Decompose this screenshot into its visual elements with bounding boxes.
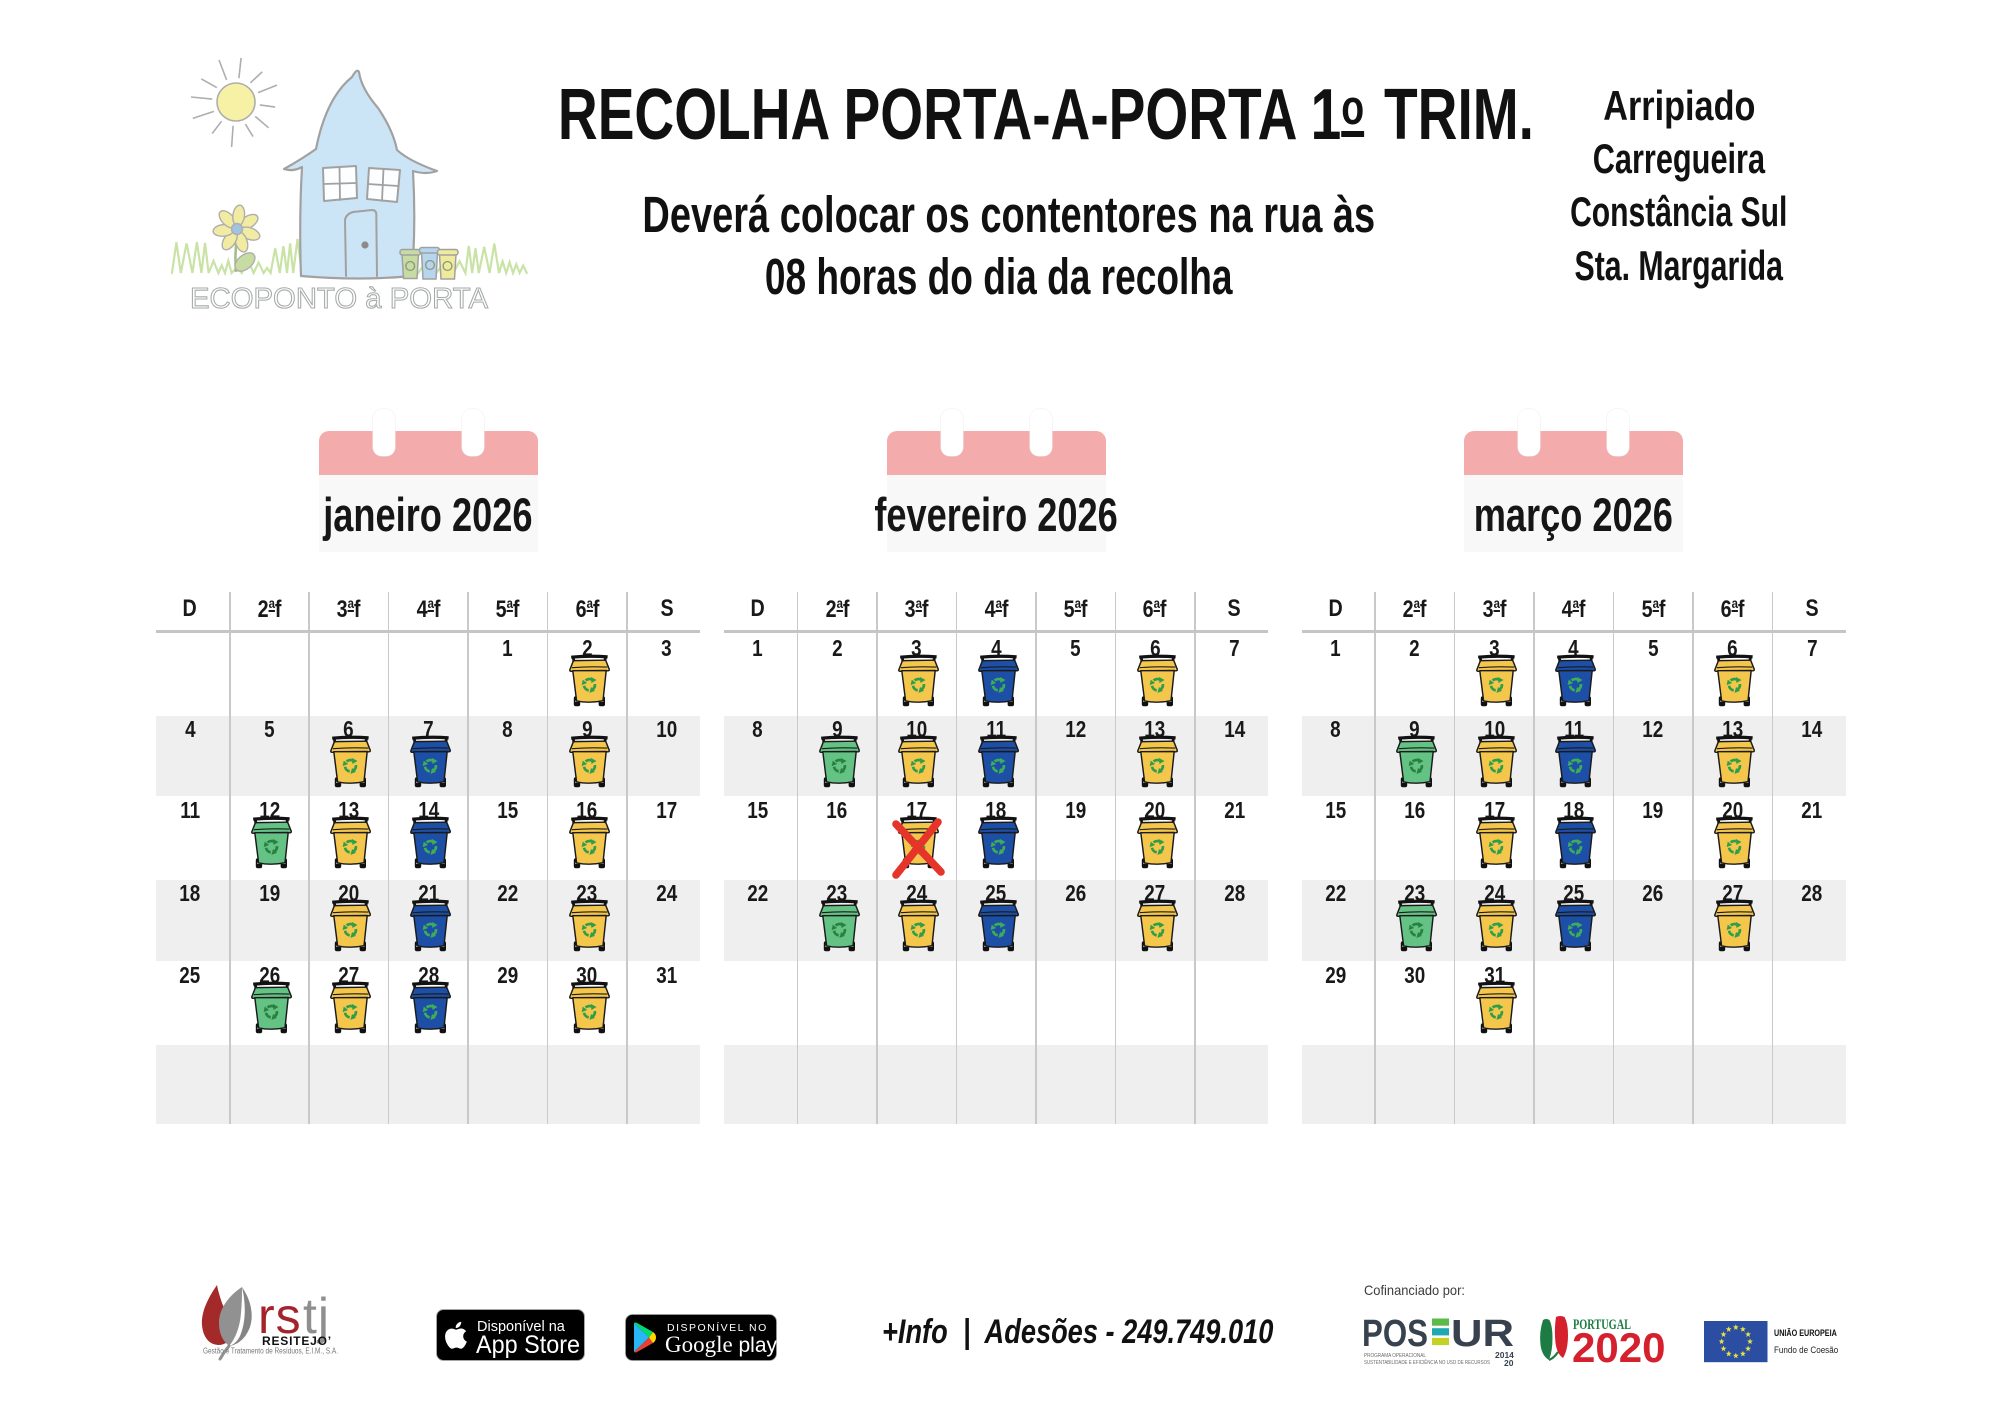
svg-text:UR: UR xyxy=(1451,1316,1514,1355)
svg-text:20: 20 xyxy=(1504,1358,1514,1366)
svg-text:Disponível na: Disponível na xyxy=(477,1319,566,1335)
svg-text:ECOPONTO à PORTA: ECOPONTO à PORTA xyxy=(190,283,489,315)
svg-text:RESITEJO’: RESITEJO’ xyxy=(262,1334,332,1348)
svg-text:PROGRAMA OPERACIONAL: PROGRAMA OPERACIONAL xyxy=(1364,1353,1426,1359)
svg-text:App Store: App Store xyxy=(476,1331,580,1359)
svg-text:PORTUGAL: PORTUGAL xyxy=(1573,1317,1631,1333)
svg-text:2014: 2014 xyxy=(1495,1350,1514,1360)
svg-text:rs: rs xyxy=(258,1288,302,1344)
svg-text:2020: 2020 xyxy=(1572,1324,1665,1366)
svg-text:DISPONÍVEL NO: DISPONÍVEL NO xyxy=(667,1321,768,1334)
svg-text:POS: POS xyxy=(1364,1316,1428,1355)
svg-text:Google play: Google play xyxy=(665,1332,777,1357)
svg-text:Gestão e Tratamento de Resíduo: Gestão e Tratamento de Resíduos, E.I.M.,… xyxy=(203,1347,338,1356)
svg-text:tj: tj xyxy=(303,1288,330,1344)
svg-text:SUSTENTABILIDADE E EFICIÊNCIA: SUSTENTABILIDADE E EFICIÊNCIA NO USO DE … xyxy=(1364,1358,1490,1366)
